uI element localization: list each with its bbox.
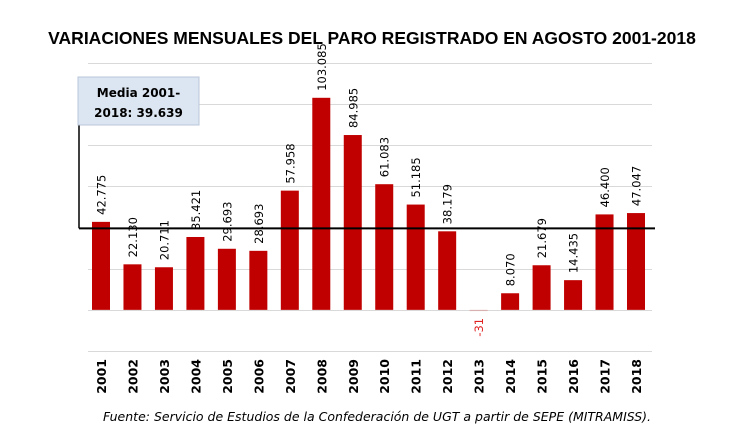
- data-label-2010: 61.083: [378, 137, 392, 177]
- bar-2006: [249, 250, 268, 310]
- data-label-2014: 8.070: [504, 253, 518, 286]
- x-tick-2010: 2010: [377, 359, 392, 394]
- x-tick-2002: 2002: [125, 359, 140, 394]
- x-tick-2014: 2014: [503, 359, 518, 394]
- mean-callout-line1: Media 2001-: [97, 86, 180, 100]
- data-labels: 42.775 22.130 20.711 35.421 29.693 28.693 57.9…: [95, 43, 644, 336]
- bar-2002: [123, 264, 142, 310]
- data-label-2004: 35.421: [189, 190, 203, 230]
- x-tick-2015: 2015: [535, 359, 550, 394]
- mean-callout-box: [77, 76, 200, 126]
- chart-title: VARIACIONES MENSUALES DEL PARO REGISTRAD…: [48, 28, 696, 48]
- bar-2017: [595, 214, 614, 310]
- x-axis-tick-labels: 2001 2002 2003 2004 2005 2006 2007 2008 2009 2010…: [94, 359, 644, 394]
- bar-2012: [438, 231, 457, 310]
- bar-2013: [469, 309, 488, 312]
- bar-2011: [406, 204, 425, 310]
- data-label-2002: 22.130: [126, 217, 140, 257]
- data-label-2003: 20.711: [157, 220, 171, 260]
- x-tick-2006: 2006: [251, 359, 266, 394]
- bars: [92, 97, 645, 312]
- bar-2001: [92, 221, 110, 310]
- bar-2003: [154, 267, 173, 310]
- data-label-2016: 14.435: [567, 233, 581, 273]
- x-tick-2017: 2017: [598, 359, 613, 394]
- x-tick-2013: 2013: [472, 359, 487, 394]
- x-tick-2009: 2009: [346, 359, 361, 394]
- bar-2009: [343, 135, 362, 310]
- data-label-2015: 21.679: [535, 218, 549, 258]
- data-label-2006: 28.693: [252, 204, 266, 244]
- data-label-2005: 29.693: [220, 202, 234, 242]
- bar-2010: [375, 184, 394, 310]
- mean-callout-line2: 2018: 39.639: [94, 106, 183, 120]
- x-tick-2004: 2004: [188, 359, 203, 394]
- x-tick-2018: 2018: [629, 359, 644, 394]
- x-tick-2012: 2012: [440, 359, 455, 394]
- data-label-2009: 84.985: [346, 88, 360, 128]
- x-tick-2011: 2011: [409, 359, 424, 394]
- x-tick-2016: 2016: [566, 359, 581, 394]
- source-note: Fuente: Servicio de Estudios de la Confe…: [103, 409, 651, 424]
- data-label-2012: 38.179: [441, 184, 455, 224]
- x-tick-2001: 2001: [94, 359, 109, 394]
- data-label-2013: -31: [472, 318, 486, 337]
- data-label-2007: 57.958: [283, 143, 297, 183]
- x-tick-2008: 2008: [314, 359, 329, 394]
- data-label-2008: 103.085: [315, 43, 329, 91]
- mean-line-group: Media 2001- 2018: 39.639: [77, 76, 655, 230]
- data-label-2018: 47.047: [630, 166, 644, 206]
- data-label-2001: 42.775: [95, 175, 109, 215]
- x-tick-2003: 2003: [157, 359, 172, 394]
- bar-2016: [564, 280, 583, 310]
- bar-2005: [217, 248, 236, 310]
- x-tick-2005: 2005: [220, 359, 235, 394]
- bar-2008: [312, 97, 331, 310]
- bar-2014: [501, 293, 520, 310]
- x-tick-2007: 2007: [283, 359, 298, 394]
- bar-2018: [627, 213, 645, 310]
- data-label-2017: 46.400: [598, 167, 612, 207]
- bar-2004: [186, 236, 205, 310]
- bar-2015: [532, 265, 551, 310]
- data-label-2011: 51.185: [409, 157, 423, 197]
- bar-2007: [280, 190, 299, 310]
